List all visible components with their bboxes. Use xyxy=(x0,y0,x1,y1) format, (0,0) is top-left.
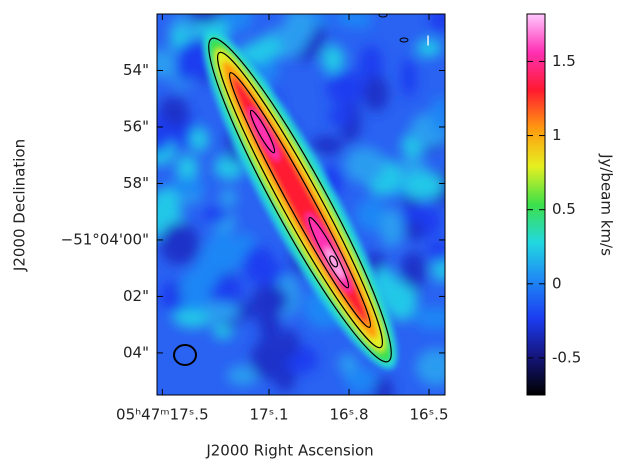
noise-blob xyxy=(204,300,240,323)
noise-blob xyxy=(257,296,278,335)
noise-blob xyxy=(195,251,220,290)
noise-blob xyxy=(310,136,344,155)
noise-blob xyxy=(158,96,189,128)
noise-blob xyxy=(157,114,170,154)
noise-blob xyxy=(431,95,445,134)
noise-blob xyxy=(202,206,228,224)
annotation: I xyxy=(426,35,430,50)
contour xyxy=(378,14,388,18)
noise-blob xyxy=(168,177,206,196)
noise-blob xyxy=(243,246,276,284)
beam xyxy=(173,344,197,366)
noise-blob xyxy=(328,107,355,126)
x-tick-label: 16ˢ.8 xyxy=(330,406,369,424)
noise-blob xyxy=(280,328,300,359)
y-tick-label: 54" xyxy=(123,61,149,79)
noise-blob xyxy=(344,146,385,184)
noise-blob xyxy=(250,339,286,380)
noise-blob xyxy=(344,367,378,394)
noise-blob xyxy=(176,154,199,182)
colorbar-tick-label: 1 xyxy=(552,126,562,144)
contours xyxy=(208,37,392,363)
noise-blob xyxy=(414,307,445,330)
noise-blob xyxy=(374,377,394,395)
noise-blob xyxy=(415,38,442,58)
y-tick-label: 02" xyxy=(123,287,149,305)
noise-blob xyxy=(157,187,180,220)
noise-blob xyxy=(209,275,243,303)
noise-blob xyxy=(321,44,345,75)
noise-blob xyxy=(224,14,254,33)
noise-blob xyxy=(338,353,358,376)
image xyxy=(157,14,445,395)
y-axis-label: J2000 Declination xyxy=(11,139,29,272)
noise-blob xyxy=(219,188,238,208)
y-tick-label: 56" xyxy=(123,117,149,135)
colorbar-label: Jy/beam km/s xyxy=(598,153,616,256)
noise-blob xyxy=(157,48,174,79)
x-tick-label: 05ʰ47ᵐ17ˢ.5 xyxy=(116,406,209,424)
colorbar xyxy=(526,13,546,396)
emission xyxy=(203,30,397,370)
noise-blob xyxy=(359,45,383,83)
noise-blob xyxy=(226,365,260,386)
colorbar-tick-label: -0.5 xyxy=(552,348,581,366)
noise-blob xyxy=(349,14,373,29)
noise-blob xyxy=(415,348,445,386)
noise-blob xyxy=(159,222,200,266)
noise-blob xyxy=(403,171,444,200)
y-tick-label: 58" xyxy=(123,174,149,192)
noise-blob xyxy=(326,69,365,106)
colorbar-tick-label: 0.5 xyxy=(552,200,576,218)
noise-blob xyxy=(429,14,445,33)
x-axis-label: J2000 Right Ascension xyxy=(205,442,373,460)
noise-blob xyxy=(379,282,416,316)
contour xyxy=(399,37,409,43)
y-tick-label: 04" xyxy=(123,343,149,361)
x-tick-label: 17ˢ.1 xyxy=(250,406,289,424)
colorbar-tick-label: 0 xyxy=(552,274,562,292)
noise-blob xyxy=(337,14,354,28)
noise-blob xyxy=(189,126,209,152)
noise-blob xyxy=(400,57,417,98)
y-tick-label: −51°04'00" xyxy=(61,230,149,248)
noise-blob xyxy=(283,14,316,44)
noise-blob xyxy=(427,239,445,263)
noise-blob xyxy=(400,251,427,289)
noise-blob xyxy=(187,14,222,24)
image-frame xyxy=(156,13,446,396)
x-tick-label: 16ˢ.5 xyxy=(410,406,449,424)
noise-blob xyxy=(405,220,424,241)
noise-blob xyxy=(172,304,214,328)
noise-blob xyxy=(379,208,404,248)
colorbar-tick-label: 1.5 xyxy=(552,52,576,70)
noise-blob xyxy=(355,198,387,232)
noise-blob xyxy=(363,75,389,112)
